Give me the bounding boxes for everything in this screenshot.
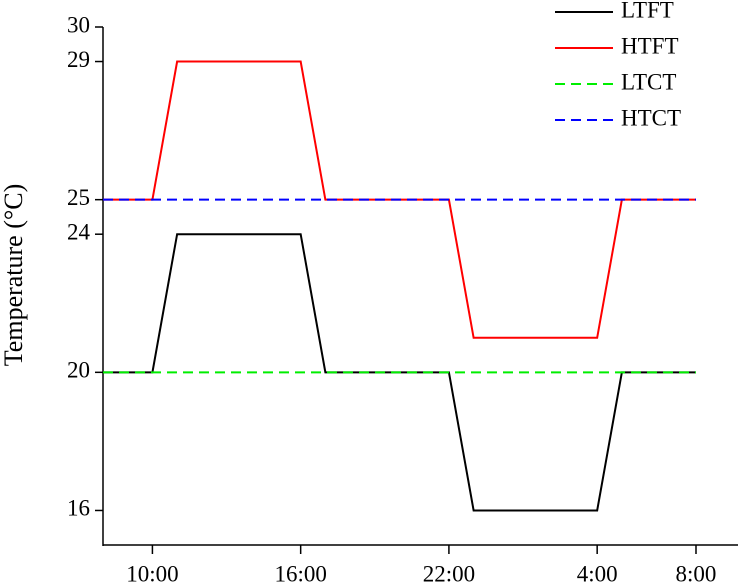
y-tick-label: 24: [67, 219, 91, 244]
x-tick-label: 8:00: [676, 561, 717, 586]
line-series: [103, 233, 696, 512]
x-tick-label: 10:00: [126, 561, 178, 586]
legend-label: HTFT: [621, 33, 679, 58]
legend-label: LTFT: [621, 0, 674, 22]
x-tick-label: 22:00: [423, 561, 475, 586]
y-axis-label: Temperature (°C): [0, 184, 28, 367]
y-tick-label: 30: [67, 12, 90, 37]
y-tick-label: 25: [67, 185, 90, 210]
y-tick-label: 20: [67, 358, 90, 383]
x-tick-label: 4:00: [577, 561, 618, 586]
line-series: [103, 60, 696, 339]
legend-label: LTCT: [621, 69, 676, 94]
legend-label: HTCT: [621, 105, 681, 130]
y-tick-label: 29: [67, 47, 90, 72]
y-tick-label: 16: [67, 496, 90, 521]
x-tick-label: 16:00: [274, 561, 326, 586]
